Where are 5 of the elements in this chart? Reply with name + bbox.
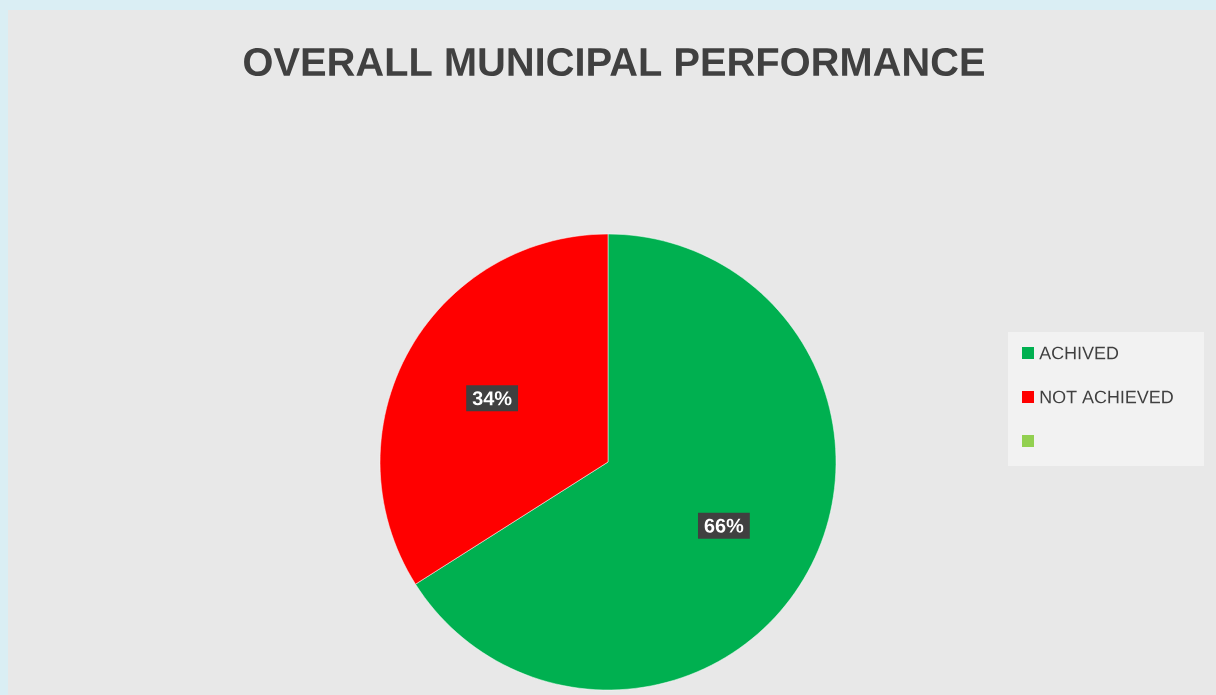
chart-title: OVERALL MUNICIPAL PERFORMANCE (244, 47, 984, 77)
data-label: 66% (704, 518, 744, 533)
data-label: 34% (472, 391, 512, 406)
legend-label: NOT ACHIEVED (1040, 390, 1173, 404)
legend-label: ACHIVED (1039, 346, 1119, 360)
